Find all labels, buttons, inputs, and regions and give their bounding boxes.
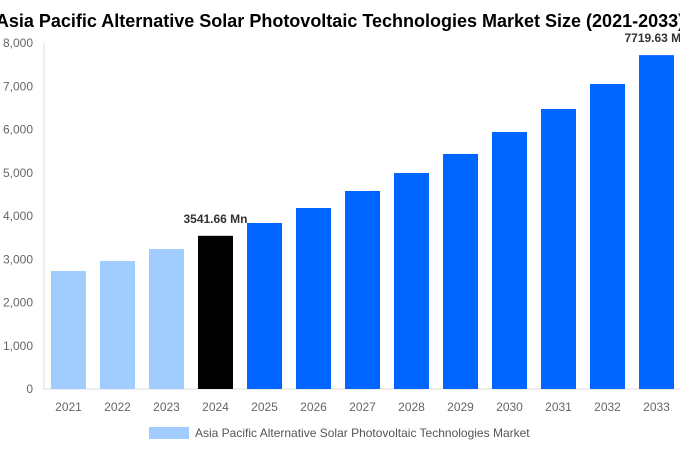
- y-tick-label: 2,000: [3, 296, 33, 310]
- bar-2024: [198, 235, 233, 389]
- bar-2033: [639, 55, 674, 389]
- bar-2031: [541, 108, 576, 389]
- bar-2028: [394, 173, 429, 389]
- bar-2027: [345, 191, 380, 389]
- x-tick-label: 2024: [202, 400, 229, 414]
- x-tick-label: 2027: [349, 400, 376, 414]
- data-label-2024: 3541.66 Mn: [183, 212, 247, 226]
- x-tick-label: 2032: [594, 400, 621, 414]
- bar-2021: [51, 271, 86, 389]
- y-tick-label: 6,000: [3, 123, 33, 137]
- legend-label: Asia Pacific Alternative Solar Photovolt…: [195, 426, 530, 440]
- y-tick-label: 4,000: [3, 209, 33, 223]
- y-tick-label: 8,000: [3, 36, 33, 50]
- x-tick-label: 2028: [398, 400, 425, 414]
- y-tick-label: 1,000: [3, 339, 33, 353]
- chart-title: Asia Pacific Alternative Solar Photovolt…: [0, 11, 680, 31]
- bar-2025: [247, 223, 282, 389]
- y-tick-label: 3,000: [3, 252, 33, 266]
- bar-2022: [100, 260, 135, 389]
- y-tick-label: 0: [26, 382, 33, 396]
- x-tick-label: 2023: [153, 400, 180, 414]
- x-tick-label: 2021: [55, 400, 82, 414]
- y-tick-label: 7,000: [3, 79, 33, 93]
- x-tick-label: 2025: [251, 400, 278, 414]
- x-tick-label: 2033: [643, 400, 670, 414]
- data-label-2033: 7719.63 Mn: [624, 31, 680, 45]
- y-tick-label: 5,000: [3, 166, 33, 180]
- bar-2030: [492, 132, 527, 390]
- x-tick-label: 2029: [447, 400, 474, 414]
- x-tick-label: 2022: [104, 400, 131, 414]
- x-tick-label: 2031: [545, 400, 572, 414]
- bar-2029: [443, 153, 478, 389]
- bar-2023: [149, 248, 184, 389]
- x-tick-label: 2026: [300, 400, 327, 414]
- x-tick-label: 2030: [496, 400, 523, 414]
- bar-2026: [296, 207, 331, 389]
- legend-swatch: [149, 427, 189, 439]
- bar-2032: [590, 84, 625, 389]
